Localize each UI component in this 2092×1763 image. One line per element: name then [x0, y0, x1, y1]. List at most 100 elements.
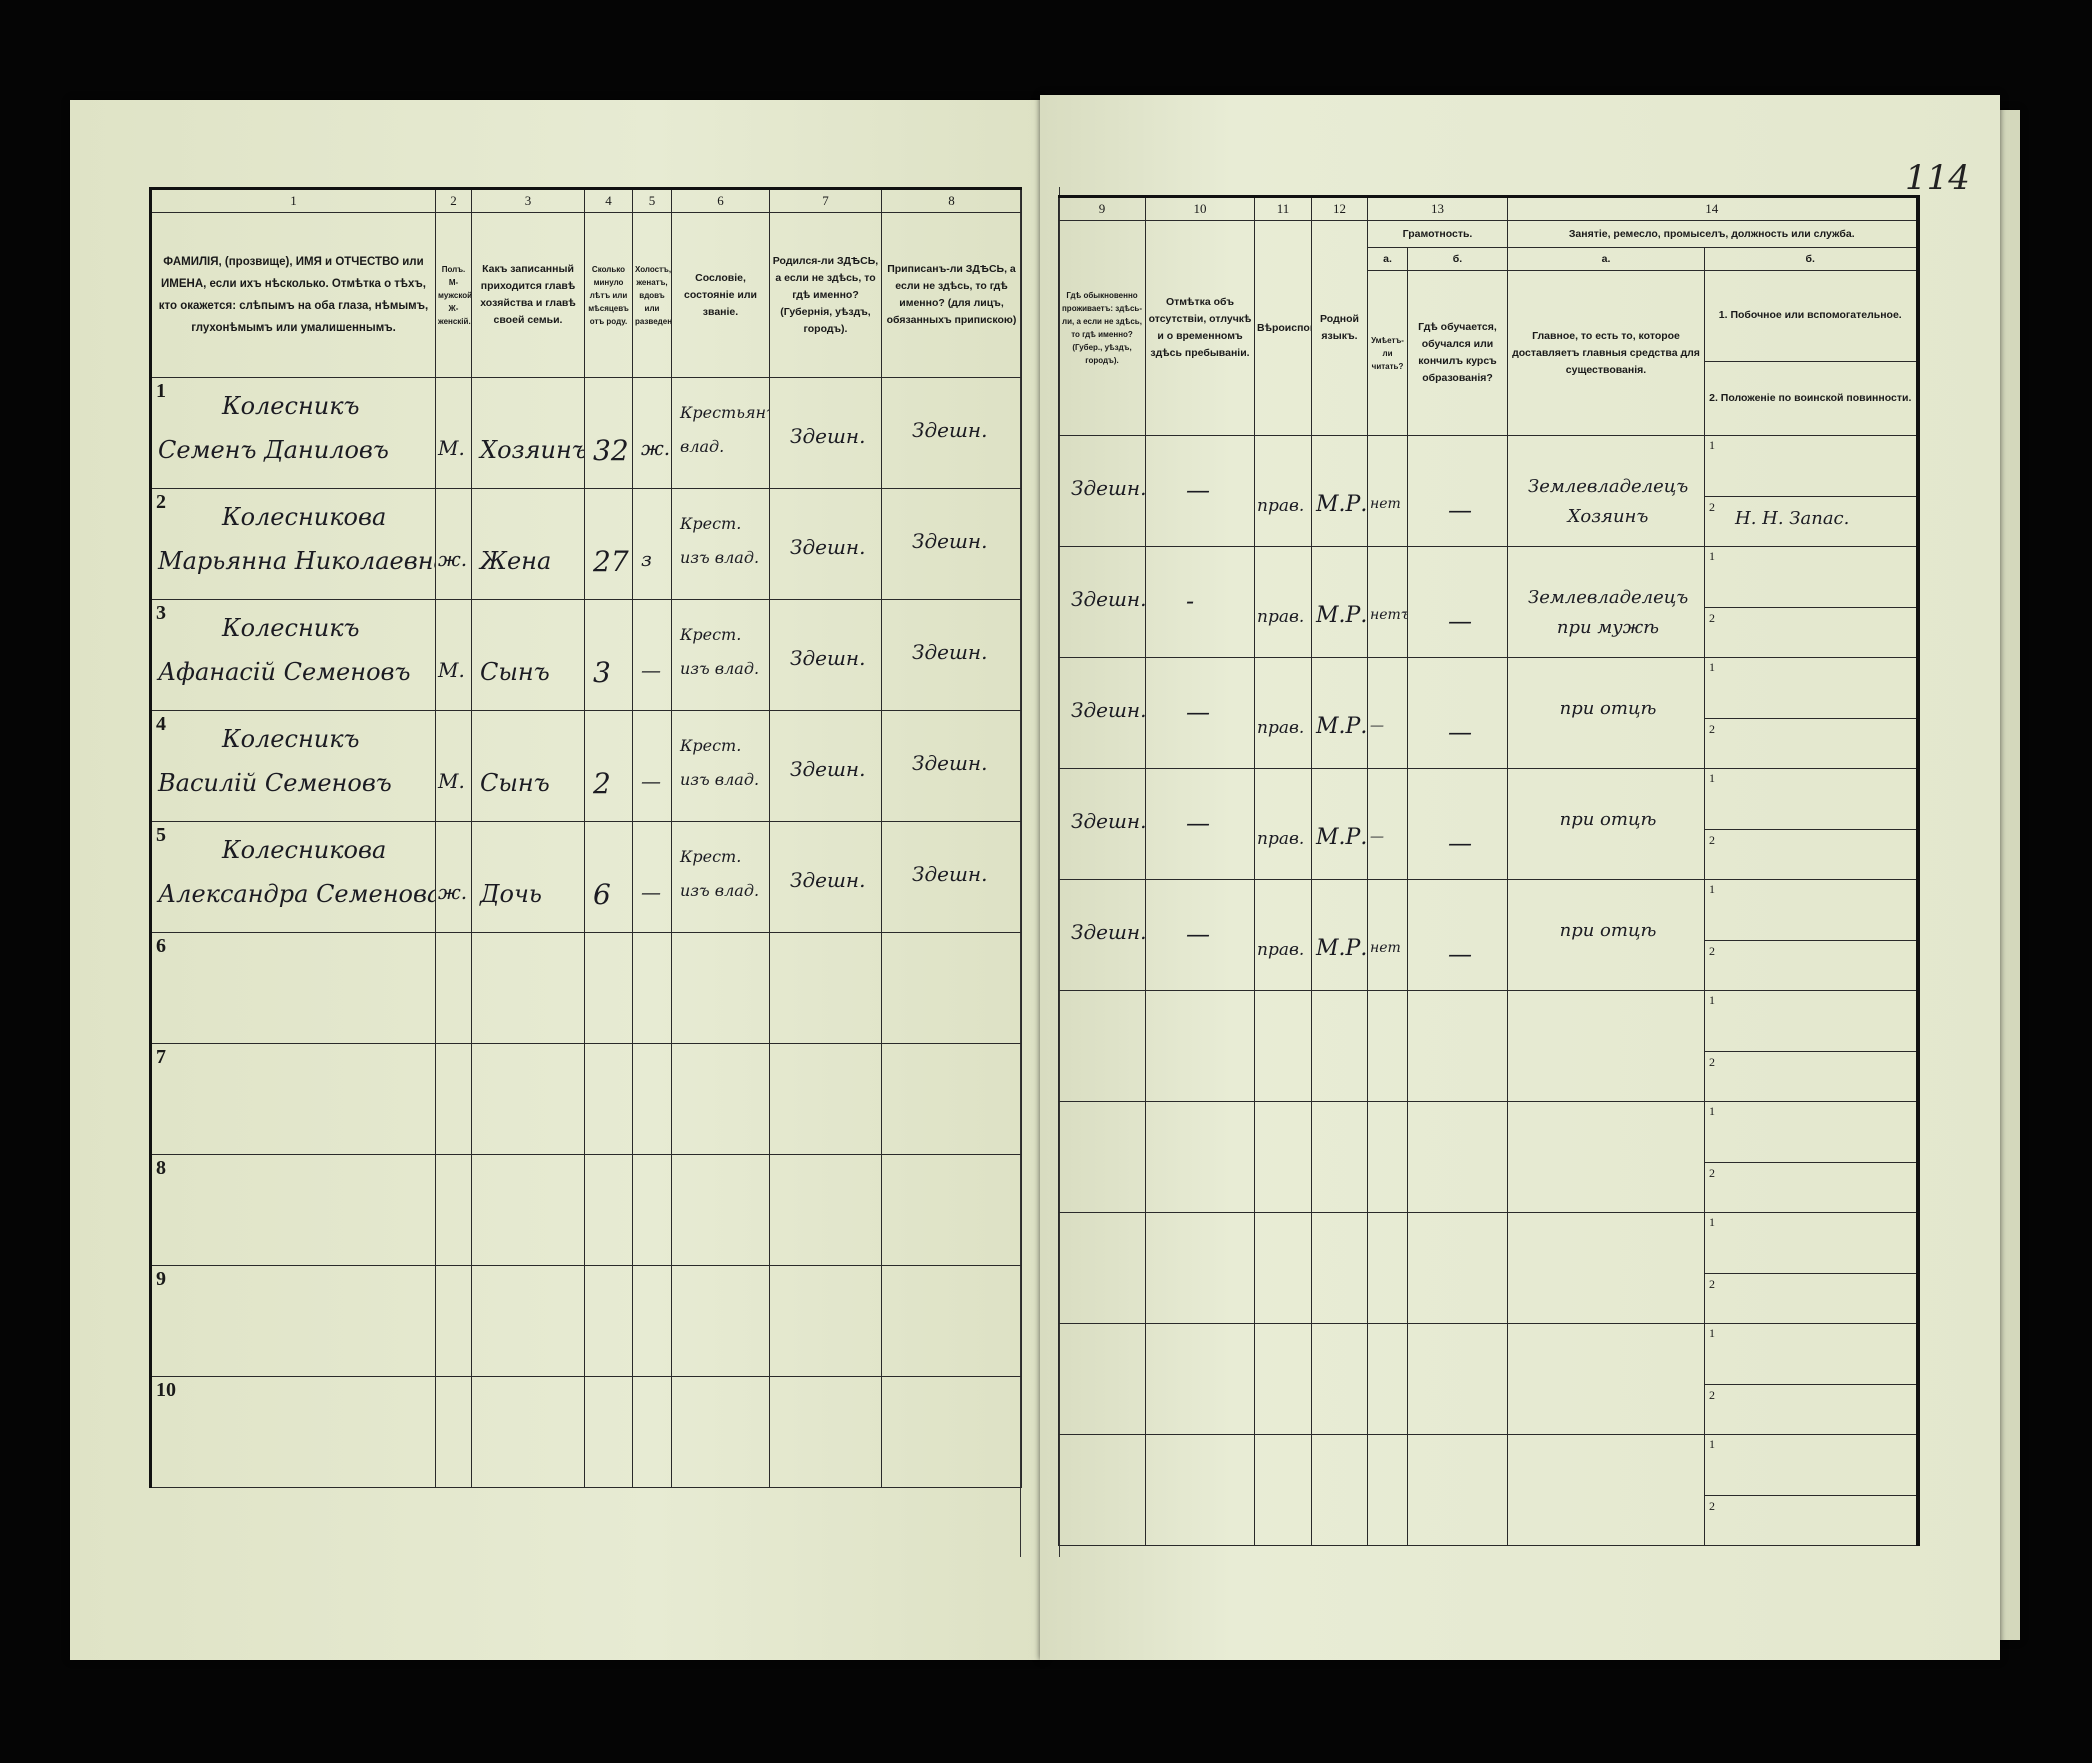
cell-sex: [435, 1043, 472, 1155]
cell-religion: [1254, 1434, 1312, 1546]
cell-marital: [632, 1265, 672, 1377]
cell-religion: прав.: [1254, 879, 1312, 991]
cell-occupation: Землевладелецъ при мужѣ: [1507, 546, 1705, 658]
colnum-1: 1: [150, 188, 436, 213]
cell-name: 7: [150, 1043, 436, 1155]
cell-registered: [881, 1043, 1022, 1155]
cell-name: 2 Колесникова Марьянна Николаевна: [150, 488, 436, 600]
cell-estate: Крест. изъ влад.: [671, 710, 770, 822]
cell-religion: [1254, 990, 1312, 1102]
row-number: 5: [156, 824, 166, 846]
cell-resides: [1058, 1434, 1146, 1546]
colnum-5: 5: [632, 188, 672, 213]
cell-age: 27: [584, 488, 633, 600]
cell-literate: —: [1367, 768, 1408, 880]
cell-language-value: М.Р.: [1316, 492, 1368, 517]
cell-literate-value: нет: [1370, 940, 1401, 956]
cell-relation-value: Сынъ: [480, 769, 550, 797]
cell-language-value: М.Р.: [1316, 936, 1368, 961]
cell-religion-value: прав.: [1257, 940, 1305, 960]
subrow-divider: [1705, 829, 1916, 830]
cell-education-value: —: [1448, 496, 1472, 524]
cell-estate-value: Крест. изъ влад.: [680, 625, 760, 678]
cell-registered-value: Здешн.: [912, 418, 988, 442]
row-number: 4: [156, 713, 166, 735]
table-row: 6: [150, 932, 1022, 1044]
header-absence: Отмѣтка объ отсутствіи, отлучкѣ и о врем…: [1145, 220, 1255, 436]
page-number: 114: [1905, 158, 1970, 198]
cell-born: [769, 1154, 882, 1266]
cell-age-value: 32: [593, 434, 629, 467]
given-names: Александра Семенова: [158, 880, 436, 908]
cell-literate: [1367, 1212, 1408, 1324]
cell-religion-value: прав.: [1257, 829, 1305, 849]
colnum-4: 4: [584, 188, 633, 213]
cell-estate: [671, 1265, 770, 1377]
cell-absence-value: -: [1186, 587, 1195, 615]
colnum-2: 2: [435, 188, 472, 213]
cell-registered: Здешн.: [881, 710, 1022, 822]
subrow-2-label: 2: [1709, 1166, 1715, 1180]
cell-estate: [671, 1043, 770, 1155]
cell-marital: ж.: [632, 377, 672, 489]
table-row: 3 Колесникъ Афанасій Семеновъ М. Сынъ 3 — Крест…: [150, 599, 1022, 711]
cell-religion: прав.: [1254, 768, 1312, 880]
cell-age: 2: [584, 710, 633, 822]
table-row: 9: [150, 1265, 1022, 1377]
military-status: Н. Н. Запас.: [1735, 508, 1850, 529]
row-number: 7: [156, 1046, 166, 1068]
cell-religion: [1254, 1101, 1312, 1213]
cell-resides: Здешн.: [1058, 768, 1146, 880]
cell-estate: Крест. изъ влад.: [671, 488, 770, 600]
subrow-2-label: 2: [1709, 611, 1715, 625]
table-row: Здешн. — прав. М.Р. — — при отцѣ 1 2: [1058, 657, 1918, 769]
cell-relation: [471, 1376, 585, 1488]
subrow-2-label: 2: [1709, 833, 1715, 847]
cell-religion: прав.: [1254, 435, 1312, 547]
cell-estate-value: Крест. изъ влад.: [680, 736, 760, 789]
cell-born-value: Здешн.: [790, 424, 866, 448]
cell-age-value: 3: [593, 656, 611, 689]
colnum-14: 14: [1507, 196, 1918, 221]
cell-absence: -: [1145, 546, 1255, 658]
given-names: Семенъ Даниловъ: [158, 436, 389, 464]
cell-sex-value: ж.: [438, 547, 468, 571]
cell-resides: [1058, 1212, 1146, 1324]
subrow-2-label: 2: [1709, 1499, 1715, 1513]
cell-resides: [1058, 1101, 1146, 1213]
cell-religion: прав.: [1254, 546, 1312, 658]
cell-absence: [1145, 990, 1255, 1102]
header-registered: Приписанъ-ли ЗДѢСЬ, а если не здѣсь, то …: [881, 212, 1022, 378]
cell-education: [1407, 1212, 1508, 1324]
cell-literate-value: нет: [1370, 496, 1401, 512]
cell-occupation-value: при отцѣ: [1559, 698, 1657, 719]
cell-occupation: при отцѣ: [1507, 768, 1705, 880]
cell-estate: [671, 1154, 770, 1266]
cell-literate: —: [1367, 657, 1408, 769]
cell-religion-value: прав.: [1257, 607, 1305, 627]
table-row: Здешн. — прав. М.Р. нет — Землевладелецъ Хозяи…: [1058, 435, 1918, 547]
header-education: Гдѣ обучается, обучался или кончилъ курс…: [1407, 270, 1508, 436]
cell-education: [1407, 1101, 1508, 1213]
header-literacy: Грамотность.: [1367, 220, 1508, 248]
cell-language: [1311, 1101, 1368, 1213]
header-14a-label: а.: [1507, 247, 1705, 271]
cell-sex: [435, 1265, 472, 1377]
colnum-11: 11: [1254, 196, 1312, 221]
subrow-divider: [1705, 496, 1916, 497]
cell-age: [584, 1376, 633, 1488]
cell-resides: Здешн.: [1058, 546, 1146, 658]
table-row: Здешн. - прав. М.Р. нетъ — Землевладелецъ при …: [1058, 546, 1918, 658]
cell-absence: [1145, 1212, 1255, 1324]
subrow-divider: [1705, 1162, 1916, 1163]
cell-education-value: —: [1448, 607, 1472, 635]
cell-registered-value: Здешн.: [912, 640, 988, 664]
cell-occupation: [1507, 1101, 1705, 1213]
subrow-2-label: 2: [1709, 1388, 1715, 1402]
cell-relation-value: Сынъ: [480, 658, 550, 686]
cell-born: [769, 932, 882, 1044]
header-side-occupation: 1. Побочное или вспомогательное.: [1704, 270, 1918, 362]
cell-resides-value: Здешн.: [1071, 587, 1146, 611]
cell-estate: [671, 1376, 770, 1488]
